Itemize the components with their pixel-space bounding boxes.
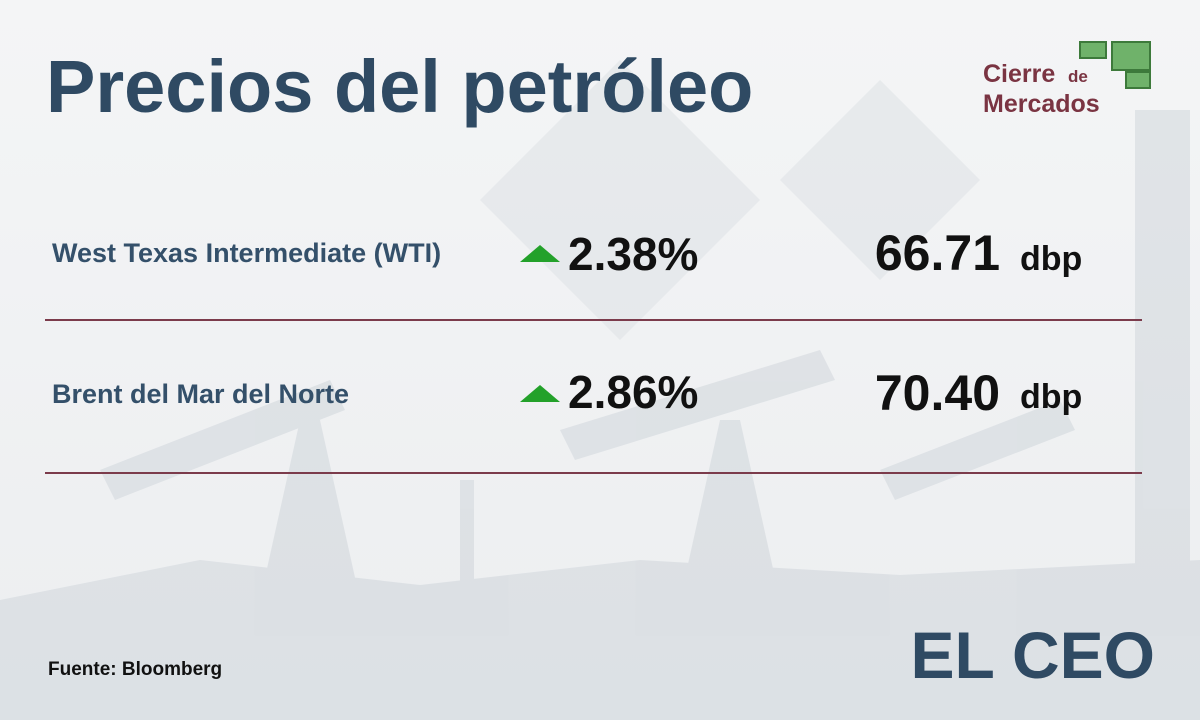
up-arrow: [520, 245, 560, 262]
money-icons: [1079, 41, 1151, 89]
brand-line2: Mercados: [983, 90, 1100, 118]
decor-diamonds: [480, 60, 980, 340]
up-arrow: [520, 385, 560, 402]
brand: Cierre de Mercados: [983, 41, 1151, 118]
row-change: 2.38%: [568, 228, 698, 280]
row-name: Brent del Mar del Norte: [52, 379, 349, 409]
row-unit: dbp: [1020, 378, 1082, 416]
row: West Texas Intermediate (WTI) 2.38% 66.7…: [52, 225, 1082, 281]
pumpjack-silhouettes: [0, 110, 1200, 720]
source: Fuente: Bloomberg: [48, 659, 222, 680]
row-price: 66.71: [875, 225, 1000, 281]
row: Brent del Mar del Norte 2.86% 70.40 dbp: [52, 365, 1082, 421]
title: Precios del petróleo: [46, 45, 753, 128]
row-name: West Texas Intermediate (WTI): [52, 238, 441, 268]
row-price: 70.40: [875, 365, 1000, 421]
logo: EL CEO: [910, 618, 1155, 692]
row-unit: dbp: [1020, 240, 1082, 278]
brand-line1: Cierre: [983, 60, 1055, 88]
row-change: 2.86%: [568, 366, 698, 418]
brand-small: de: [1068, 67, 1088, 86]
